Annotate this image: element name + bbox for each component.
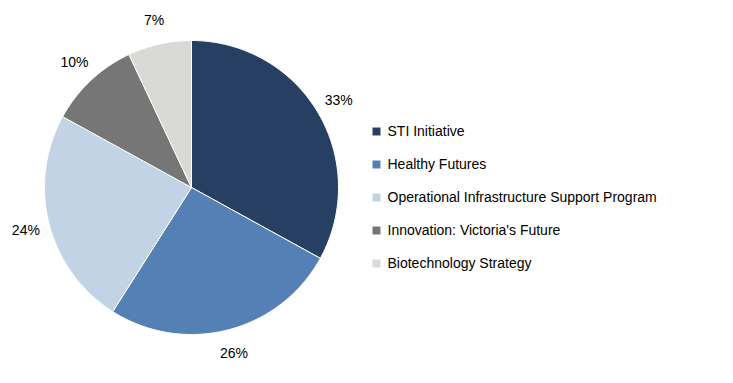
svg-text:Operational Infrastructure Sup: Operational Infrastructure Support Progr… xyxy=(388,189,657,205)
svg-text:26%: 26% xyxy=(220,345,248,361)
svg-text:10%: 10% xyxy=(60,54,88,70)
svg-text:Biotechnology Strategy: Biotechnology Strategy xyxy=(388,255,532,271)
svg-text:7%: 7% xyxy=(144,12,164,28)
svg-text:STI Initiative: STI Initiative xyxy=(388,123,465,139)
svg-text:Innovation: Victoria's Future: Innovation: Victoria's Future xyxy=(388,222,561,238)
svg-text:33%: 33% xyxy=(325,92,353,108)
svg-text:Healthy Futures: Healthy Futures xyxy=(388,156,487,172)
svg-text:24%: 24% xyxy=(12,222,40,238)
